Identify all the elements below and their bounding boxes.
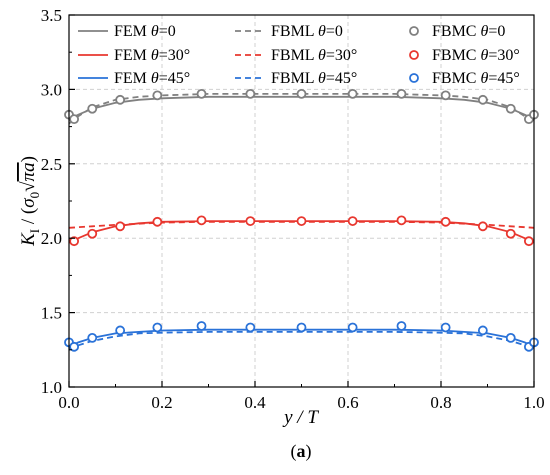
y-tick-label: 2.5 [41, 155, 62, 174]
data-point [477, 94, 488, 105]
data-point [196, 321, 207, 331]
data-point [87, 332, 98, 343]
data-point [477, 221, 488, 232]
y-label-k-sub: I [27, 229, 42, 233]
y-tick-label: 1.0 [41, 378, 62, 397]
data-point [115, 325, 126, 336]
y-label-sqrt-sign: √ [18, 181, 39, 192]
data-point [152, 216, 163, 227]
marker-layer [64, 88, 539, 352]
caption-close: ) [306, 441, 312, 462]
y-label-sqrt-arg: πa [18, 162, 39, 181]
y-tick-label: 3.0 [41, 80, 62, 99]
legend-item: FBML θ=45° [235, 70, 357, 87]
svg-text:KI / (σ0√πa): KI / (σ0√πa) [18, 156, 42, 247]
figure-caption: (a) [291, 441, 312, 462]
data-point [523, 236, 534, 247]
data-point [296, 322, 307, 333]
y-tick-label: 3.5 [41, 6, 62, 25]
data-point [69, 341, 80, 352]
x-tick-label: 0.6 [337, 393, 358, 412]
legend-label: FBMC θ=0 [432, 23, 505, 40]
data-point [505, 332, 516, 343]
legend-label: FEM θ=45° [114, 70, 190, 87]
x-tick-label: 0.2 [151, 393, 172, 412]
data-point [152, 90, 163, 101]
data-point [87, 103, 98, 114]
y-label-sigma: σ [18, 198, 39, 208]
legend-marker [409, 50, 419, 60]
data-point [347, 322, 358, 333]
legend-label: FEM θ=0 [114, 23, 176, 40]
legend-marker [409, 73, 419, 83]
legend-label: FBML θ=45° [271, 70, 357, 87]
y-axis-label: KI / (σ0√πa) [18, 156, 42, 247]
legend: FEM θ=0 FBML θ=0 FBMC θ=0 FEM θ=30° FBML θ=3… [78, 23, 520, 87]
y-tick-label: 1.5 [41, 304, 62, 323]
data-point [69, 114, 80, 125]
data-point [440, 90, 451, 101]
series-line [69, 93, 534, 125]
legend-item: FEM θ=45° [78, 70, 190, 87]
caption-open: ( [291, 441, 297, 462]
data-point [196, 88, 207, 99]
legend-item: FBMC θ=45° [409, 70, 520, 87]
data-point [396, 321, 407, 331]
legend-label: FBMC θ=30° [432, 47, 520, 64]
legend-item: FBMC θ=0 [409, 23, 505, 40]
caption-letter: a [297, 441, 306, 461]
legend-label: FBML θ=30° [271, 47, 357, 64]
data-point [152, 322, 163, 333]
x-tick-label: 0.0 [58, 393, 79, 412]
data-point [396, 215, 407, 226]
legend-item: FBML θ=30° [235, 47, 357, 64]
legend-item: FBMC θ=30° [409, 47, 520, 64]
x-tick-label: 0.8 [430, 393, 451, 412]
legend-label: FBML θ=0 [271, 23, 343, 40]
data-point [477, 325, 488, 336]
data-point [347, 88, 358, 99]
data-point [347, 216, 358, 226]
data-point [396, 88, 407, 99]
x-tick-label: 0.4 [244, 393, 266, 412]
data-point [87, 228, 98, 239]
data-point [245, 322, 256, 333]
x-axis-label: y / T [282, 407, 319, 428]
data-point [69, 236, 80, 247]
data-point [245, 216, 256, 226]
legend-item: FEM θ=0 [78, 23, 176, 40]
x-tick-label: 1.0 [523, 393, 544, 412]
grid-layer [69, 15, 534, 387]
data-point [440, 322, 451, 333]
data-point [115, 94, 126, 105]
legend-marker [409, 26, 419, 36]
data-point [505, 103, 516, 114]
legend-label: FBMC θ=45° [432, 70, 520, 87]
tick-layer: 0.0 0.2 0.4 0.6 0.8 1.0 1.0 1.5 2.0 2.5 3.0 3.5 [41, 6, 545, 412]
data-point [196, 215, 207, 226]
y-label-close: ) [18, 156, 39, 162]
legend-item: FEM θ=30° [78, 47, 190, 64]
legend-item: FBML θ=0 [235, 23, 343, 40]
y-label-k: K [18, 232, 39, 247]
y-label-open: / ( [18, 208, 39, 229]
data-point [115, 221, 126, 232]
y-label-sigma-sub: 0 [27, 192, 42, 199]
data-point [296, 216, 307, 226]
legend-label: FEM θ=30° [114, 47, 190, 64]
y-tick-label: 2.0 [41, 229, 62, 248]
data-point [245, 88, 256, 99]
data-point [505, 228, 516, 239]
data-point [296, 88, 307, 99]
data-point [440, 216, 451, 227]
